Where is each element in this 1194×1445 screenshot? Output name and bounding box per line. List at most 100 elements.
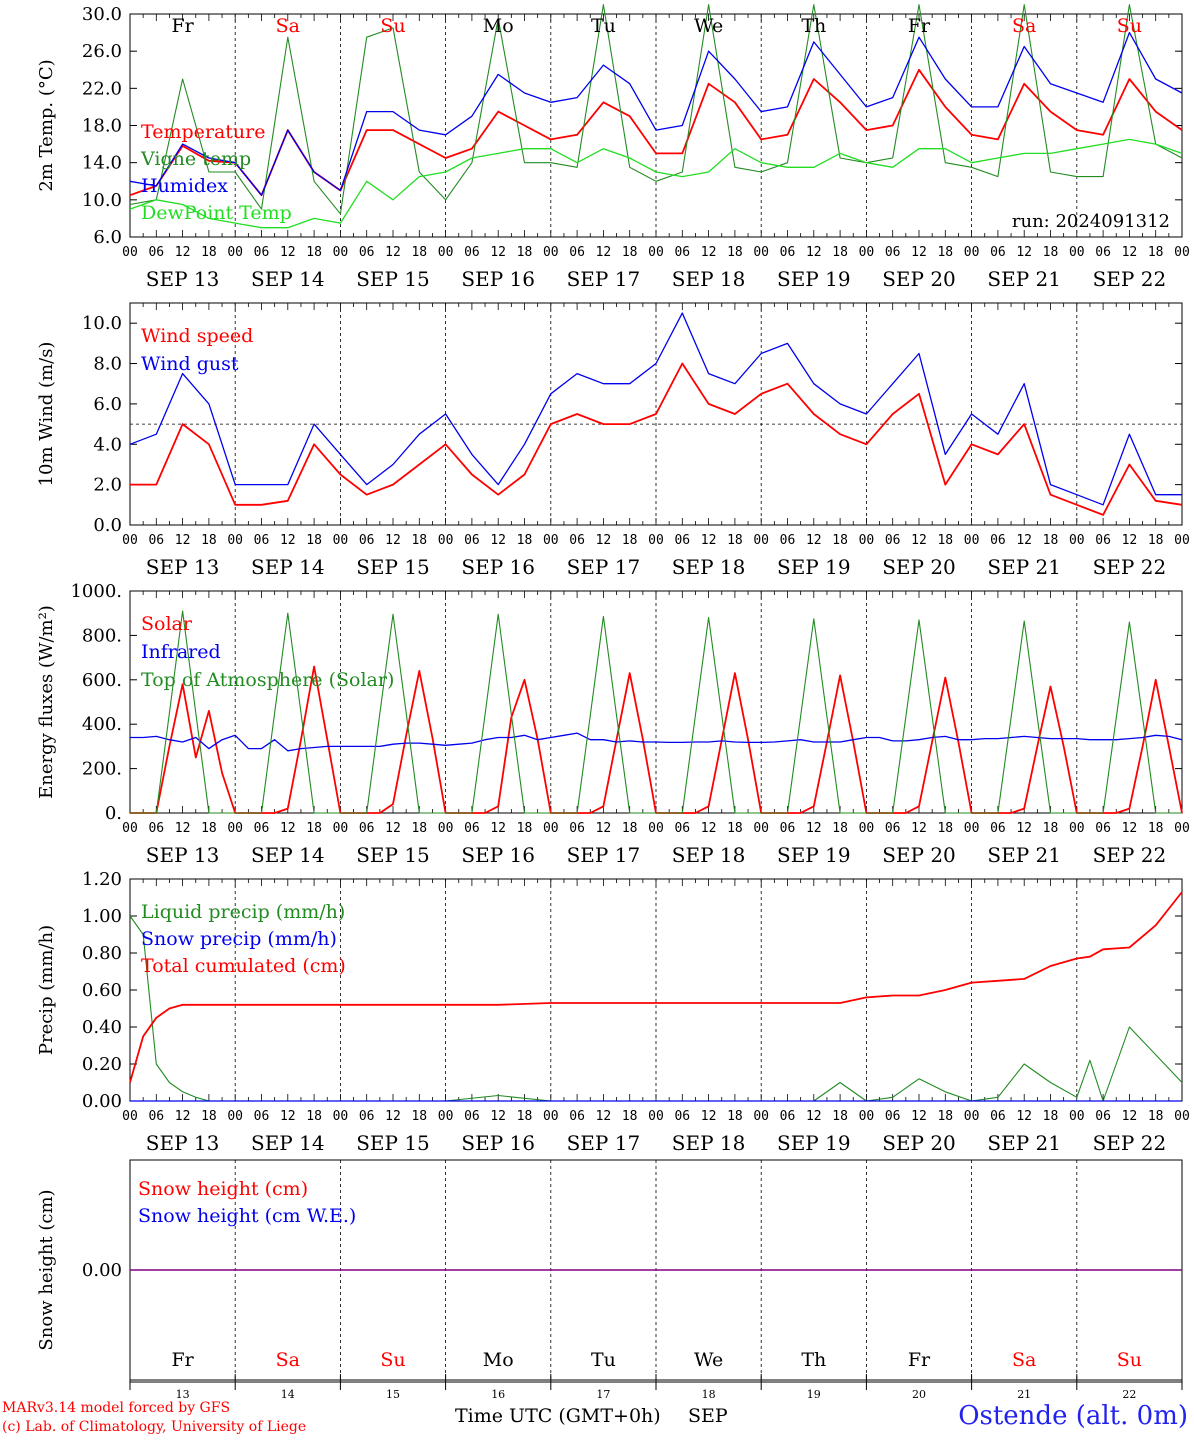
panel-3-hour-label: 00 bbox=[859, 821, 875, 836]
panel-4-hour-label: 18 bbox=[1148, 1109, 1164, 1124]
panel-1-hour-label: 00 bbox=[333, 245, 349, 260]
panel-1-hour-label: 06 bbox=[359, 245, 375, 260]
panel-3-hour-label: 00 bbox=[1069, 821, 1085, 836]
x-axis-title: Time UTC (GMT+0h) bbox=[455, 1405, 661, 1427]
panel-1-hour-label: 06 bbox=[674, 245, 690, 260]
panel-4-hour-label: 12 bbox=[911, 1109, 927, 1124]
panel-4-hour-label: 06 bbox=[1095, 1109, 1111, 1124]
panel-4-date-label: SEP 15 bbox=[356, 1131, 430, 1155]
day-number-label: 18 bbox=[702, 1388, 716, 1401]
panel-4-hour-label: 06 bbox=[780, 1109, 796, 1124]
panel-4-hour-label: 12 bbox=[701, 1109, 717, 1124]
panel-4-hour-label: 00 bbox=[648, 1109, 664, 1124]
panel-3-date-label: SEP 16 bbox=[461, 843, 535, 867]
panel-2-date-label: SEP 18 bbox=[672, 555, 746, 579]
weekday-label-top: Su bbox=[1117, 15, 1142, 37]
panel-4-date-label: SEP 20 bbox=[882, 1131, 956, 1155]
panel-2-hour-label: 12 bbox=[806, 533, 822, 548]
panel-4-hour-label: 00 bbox=[122, 1109, 138, 1124]
panel-2-hour-label: 06 bbox=[569, 533, 585, 548]
panel-2-hour-label: 00 bbox=[438, 533, 454, 548]
panel-1-hour-label: 12 bbox=[701, 245, 717, 260]
weekday-label-top: Th bbox=[801, 15, 826, 37]
panel-1-hour-label: 12 bbox=[806, 245, 822, 260]
panel-4-y-axis-label: Precip (mm/h) bbox=[36, 925, 57, 1055]
panel-2-hour-label: 18 bbox=[201, 533, 217, 548]
panel-2-hour-label: 06 bbox=[359, 533, 375, 548]
panel-1-hour-label: 18 bbox=[1043, 245, 1059, 260]
panel-4-y-tick-label: 0.60 bbox=[82, 980, 122, 1001]
panel-4-date-label: SEP 22 bbox=[1093, 1131, 1167, 1155]
panel-3-hour-label: 12 bbox=[490, 821, 506, 836]
panel-3-hour-label: 06 bbox=[464, 821, 480, 836]
panel-4-hour-label: 06 bbox=[148, 1109, 164, 1124]
weekday-label-top: Sa bbox=[276, 15, 300, 37]
panel-2-y-tick-label: 2.0 bbox=[93, 475, 122, 496]
panel-2-hour-label: 12 bbox=[701, 533, 717, 548]
panel-1-hour-label: 18 bbox=[937, 245, 953, 260]
panel-2-y-tick-label: 4.0 bbox=[93, 434, 122, 455]
panel-4-date-label: SEP 21 bbox=[987, 1131, 1061, 1155]
panel-4-y-tick-label: 1.20 bbox=[82, 869, 122, 890]
panel-2-hour-label: 06 bbox=[254, 533, 270, 548]
panel-3-hour-label: 00 bbox=[227, 821, 243, 836]
panel-3-hour-label: 12 bbox=[280, 821, 296, 836]
panel-4-hour-label: 12 bbox=[1016, 1109, 1032, 1124]
footer-location: Ostende (alt. 0m) bbox=[958, 1401, 1188, 1431]
panel-3-hour-label: 00 bbox=[1174, 821, 1190, 836]
panel-1-date-label: SEP 13 bbox=[146, 267, 220, 291]
weekday-label-top: We bbox=[694, 15, 723, 37]
day-number-label: 17 bbox=[596, 1388, 610, 1401]
panel-1-hour-label: 00 bbox=[859, 245, 875, 260]
panel-2-hour-label: 18 bbox=[1148, 533, 1164, 548]
panel-3-hour-label: 18 bbox=[306, 821, 322, 836]
panel-1-date-label: SEP 16 bbox=[461, 267, 535, 291]
panel-4-date-label: SEP 17 bbox=[567, 1131, 641, 1155]
panel-3-hour-label: 00 bbox=[648, 821, 664, 836]
panel-1-run-annotation: run: 2024091312 bbox=[1012, 211, 1170, 232]
panel-2-hour-label: 12 bbox=[175, 533, 191, 548]
panel-2-hour-label: 00 bbox=[1069, 533, 1085, 548]
weekday-label-top: Su bbox=[380, 15, 405, 37]
weekday-label-bottom: Mo bbox=[483, 1349, 514, 1371]
panel-2-date-label: SEP 21 bbox=[987, 555, 1061, 579]
panel-2-hour-label: 06 bbox=[674, 533, 690, 548]
panel-1-hour-label: 00 bbox=[438, 245, 454, 260]
panel-3-hour-label: 12 bbox=[701, 821, 717, 836]
panel-1-date-label: SEP 14 bbox=[251, 267, 325, 291]
panel-1-series-line-3 bbox=[129, 31, 1183, 196]
panel-2-y-tick-label: 0.0 bbox=[93, 515, 122, 536]
panel-3-hour-label: 18 bbox=[1148, 821, 1164, 836]
panel-3-hour-label: 12 bbox=[911, 821, 927, 836]
panel-3-hour-label: 00 bbox=[753, 821, 769, 836]
panel-2-hour-label: 06 bbox=[1095, 533, 1111, 548]
panel-3-date-label: SEP 20 bbox=[882, 843, 956, 867]
panel-4-hour-label: 06 bbox=[569, 1109, 585, 1124]
panel-4-hour-label: 12 bbox=[806, 1109, 822, 1124]
panel-2-hour-label: 00 bbox=[333, 533, 349, 548]
panel-3-hour-label: 18 bbox=[201, 821, 217, 836]
panel-3-hour-label: 06 bbox=[780, 821, 796, 836]
panel-4-hour-label: 18 bbox=[622, 1109, 638, 1124]
panel-1-y-tick-label: 30.0 bbox=[82, 4, 122, 25]
panel-2-y-tick-label: 8.0 bbox=[93, 354, 122, 375]
panel-1-hour-label: 18 bbox=[201, 245, 217, 260]
panel-3-hour-label: 12 bbox=[806, 821, 822, 836]
panel-3-hour-label: 18 bbox=[411, 821, 427, 836]
panel-1-hour-label: 06 bbox=[464, 245, 480, 260]
panel-1-hour-label: 00 bbox=[122, 245, 138, 260]
panel-3-y-axis-label: Energy fluxes (W/m²) bbox=[36, 605, 57, 799]
panel-4-y-tick-label: 1.00 bbox=[82, 906, 122, 927]
weekday-label-bottom: Fr bbox=[171, 1349, 194, 1371]
day-number-label: 13 bbox=[176, 1388, 190, 1401]
panel-2-legend-entry: Wind speed bbox=[141, 325, 253, 347]
panel-3-date-label: SEP 15 bbox=[356, 843, 430, 867]
panel-3-hour-label: 12 bbox=[596, 821, 612, 836]
panel-2-hour-label: 00 bbox=[543, 533, 559, 548]
panel-2-date-label: SEP 22 bbox=[1093, 555, 1167, 579]
panel-2-series-line-1 bbox=[130, 362, 1183, 516]
panel-2-date-label: SEP 13 bbox=[146, 555, 220, 579]
panel-2-hour-label: 12 bbox=[280, 533, 296, 548]
day-number-label: 22 bbox=[1122, 1388, 1136, 1401]
